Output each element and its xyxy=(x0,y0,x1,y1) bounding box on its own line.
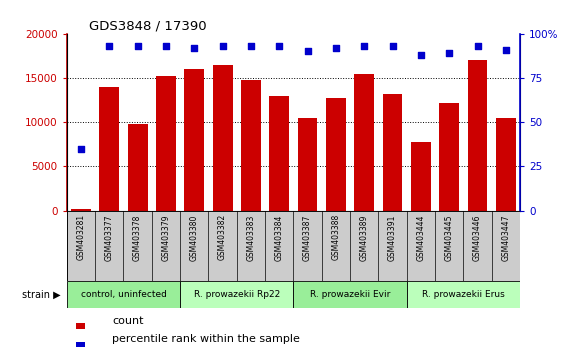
Bar xyxy=(184,69,204,211)
Bar xyxy=(326,98,346,211)
Point xyxy=(189,45,199,51)
Text: R. prowazekii Evir: R. prowazekii Evir xyxy=(310,290,390,299)
Text: control, uninfected: control, uninfected xyxy=(81,290,166,299)
Text: GSM403445: GSM403445 xyxy=(444,214,454,261)
Point xyxy=(76,146,85,152)
Bar xyxy=(383,94,403,211)
Bar xyxy=(76,342,85,347)
Text: GSM403382: GSM403382 xyxy=(218,214,227,261)
Text: GSM403377: GSM403377 xyxy=(105,214,114,261)
Point xyxy=(133,43,142,49)
Point xyxy=(444,50,454,56)
Text: GSM403389: GSM403389 xyxy=(360,214,369,261)
Point xyxy=(388,43,397,49)
Point xyxy=(331,45,340,51)
Bar xyxy=(297,118,317,211)
Bar xyxy=(76,323,85,329)
Text: GSM403447: GSM403447 xyxy=(501,214,510,261)
Bar xyxy=(67,281,180,308)
Text: GSM403378: GSM403378 xyxy=(133,214,142,261)
Text: strain ▶: strain ▶ xyxy=(23,290,61,300)
Point xyxy=(416,52,425,58)
Bar xyxy=(270,96,289,211)
Text: R. prowazekii Erus: R. prowazekii Erus xyxy=(422,290,505,299)
Point xyxy=(275,43,284,49)
Text: GSM403384: GSM403384 xyxy=(275,214,284,261)
Text: GSM403383: GSM403383 xyxy=(246,214,256,261)
Bar xyxy=(128,124,148,211)
Text: GSM403387: GSM403387 xyxy=(303,214,312,261)
Bar xyxy=(71,209,91,211)
Text: GSM403281: GSM403281 xyxy=(77,214,85,260)
Bar xyxy=(180,281,293,308)
Text: GSM403391: GSM403391 xyxy=(388,214,397,261)
Bar xyxy=(496,118,516,211)
Text: GSM403380: GSM403380 xyxy=(190,214,199,261)
Bar xyxy=(156,76,176,211)
Bar xyxy=(241,80,261,211)
Text: R. prowazekii Rp22: R. prowazekii Rp22 xyxy=(193,290,280,299)
Point xyxy=(246,43,256,49)
Point xyxy=(303,48,312,54)
Text: GSM403379: GSM403379 xyxy=(162,214,170,261)
Bar xyxy=(354,74,374,211)
Text: GDS3848 / 17390: GDS3848 / 17390 xyxy=(89,19,207,33)
Bar xyxy=(293,281,407,308)
Point xyxy=(218,43,227,49)
Text: count: count xyxy=(112,316,144,326)
Bar xyxy=(407,281,520,308)
Bar xyxy=(439,103,459,211)
Text: GSM403446: GSM403446 xyxy=(473,214,482,261)
Bar xyxy=(99,87,119,211)
Text: percentile rank within the sample: percentile rank within the sample xyxy=(112,334,300,344)
Point xyxy=(162,43,171,49)
Point xyxy=(105,43,114,49)
Bar xyxy=(411,143,431,211)
Point xyxy=(501,47,511,52)
Bar xyxy=(213,65,232,211)
Text: GSM403444: GSM403444 xyxy=(417,214,425,261)
Bar xyxy=(468,60,487,211)
Text: GSM403388: GSM403388 xyxy=(331,214,340,261)
Point xyxy=(360,43,369,49)
Point xyxy=(473,43,482,49)
